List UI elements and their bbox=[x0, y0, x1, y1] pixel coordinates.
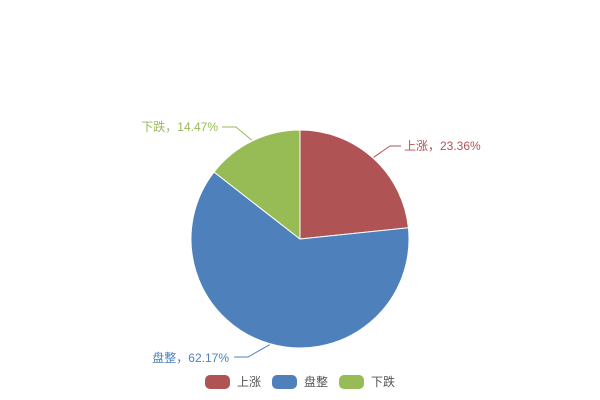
legend-marker-icon bbox=[271, 375, 297, 389]
pie-slice-0[interactable] bbox=[299, 129, 409, 240]
slice-label-1: 盘整，62.17% bbox=[152, 350, 229, 365]
legend-label: 下跌 bbox=[371, 375, 396, 389]
legend-item-0[interactable]: 上涨 bbox=[204, 375, 261, 389]
legend: 上涨 盘整 下跌 bbox=[0, 375, 600, 389]
legend-label: 盘整 bbox=[303, 375, 328, 389]
label-leader-line-1 bbox=[234, 344, 270, 358]
legend-item-2[interactable]: 下跌 bbox=[339, 375, 395, 389]
legend-marker-icon bbox=[204, 375, 230, 389]
label-leader-line-0 bbox=[373, 145, 401, 158]
legend-marker-icon bbox=[339, 375, 364, 389]
label-leader-line-2 bbox=[222, 126, 253, 141]
slice-label-2: 下跌，14.47% bbox=[141, 119, 218, 134]
legend-item-1[interactable]: 盘整 bbox=[271, 375, 328, 389]
slice-label-0: 上涨，23.36% bbox=[404, 138, 481, 153]
pie-slice-2[interactable] bbox=[213, 129, 301, 240]
pie-slice-1[interactable] bbox=[190, 171, 410, 349]
legend-label: 上涨 bbox=[236, 375, 261, 389]
